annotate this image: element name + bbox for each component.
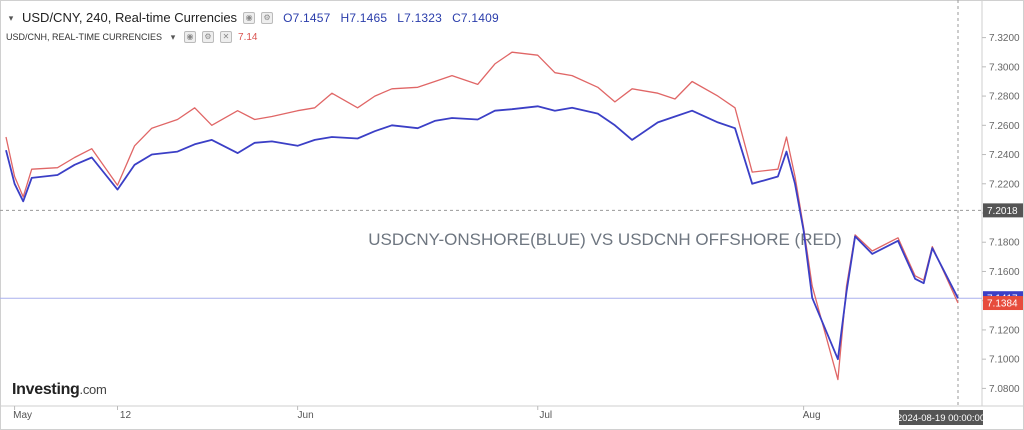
x-tick-label: Aug [803, 410, 821, 421]
compare-close-icon[interactable]: ✕ [220, 31, 233, 43]
eye-icon[interactable]: ◉ [243, 11, 256, 24]
compare-symbol-title[interactable]: USD/CNH, REAL-TIME CURRENCIES [6, 32, 163, 42]
x-tick-label: May [13, 410, 32, 421]
series-usdcny-line [5, 105, 959, 361]
collapse-chevron-icon[interactable]: ▾ [8, 12, 14, 23]
dashed-level-tag: 7.2018 [987, 206, 1018, 217]
x-tick-label: 12 [120, 410, 132, 421]
high-value: H7.1465 [340, 10, 388, 25]
y-tick-label: 7.2200 [989, 179, 1020, 190]
settings-icon[interactable]: ⚙ [261, 11, 274, 24]
compare-eye-icon[interactable]: ◉ [184, 31, 197, 43]
crosshair-time-label: 2024-08-19 00:00:00 [897, 413, 985, 424]
y-tick-label: 7.0800 [989, 384, 1020, 395]
x-tick-label: Jun [298, 410, 314, 421]
compare-last-value: 7.14 [238, 31, 258, 43]
y-tick-label: 7.1000 [989, 355, 1020, 366]
y-tick-label: 7.3000 [989, 62, 1020, 73]
y-tick-label: 7.1600 [989, 267, 1020, 278]
close-value: C7.1409 [452, 10, 499, 25]
low-value: L7.1323 [397, 10, 443, 25]
y-tick-label: 7.2600 [989, 121, 1020, 132]
y-tick-label: 7.1200 [989, 325, 1020, 336]
cnh-last-tag: 7.1384 [987, 299, 1018, 310]
compare-settings-icon[interactable]: ⚙ [202, 31, 215, 43]
y-tick-label: 7.2800 [989, 92, 1020, 103]
open-value: O7.1457 [283, 10, 331, 25]
series-usdcnh-line [5, 51, 959, 381]
main-symbol-title[interactable]: USD/CNY, 240, Real-time Currencies [22, 10, 238, 25]
y-tick-label: 7.2400 [989, 150, 1020, 161]
investing-logo: Investing.com [12, 381, 107, 399]
x-tick-label: Jul [539, 410, 552, 421]
dashed-level-tag-bg [983, 203, 1023, 218]
crosshair-time-bg [899, 410, 983, 425]
chart-annotation: USDCNY-ONSHORE(BLUE) VS USDCNH OFFSHORE … [368, 230, 842, 249]
y-tick-label: 7.3200 [989, 33, 1020, 44]
y-tick-label: 7.1800 [989, 238, 1020, 249]
logo-text: Investing [12, 381, 80, 398]
cnh-last-tag-bg [983, 296, 1023, 311]
compare-legend: USD/CNH, REAL-TIME CURRENCIES ▾ ◉ ⚙ ✕ 7.… [6, 31, 257, 43]
compare-chevron-icon[interactable]: ▾ [170, 32, 176, 42]
logo-suffix: .com [79, 382, 107, 397]
main-legend: ▾ USD/CNY, 240, Real-time Currencies ◉ ⚙… [6, 10, 499, 25]
